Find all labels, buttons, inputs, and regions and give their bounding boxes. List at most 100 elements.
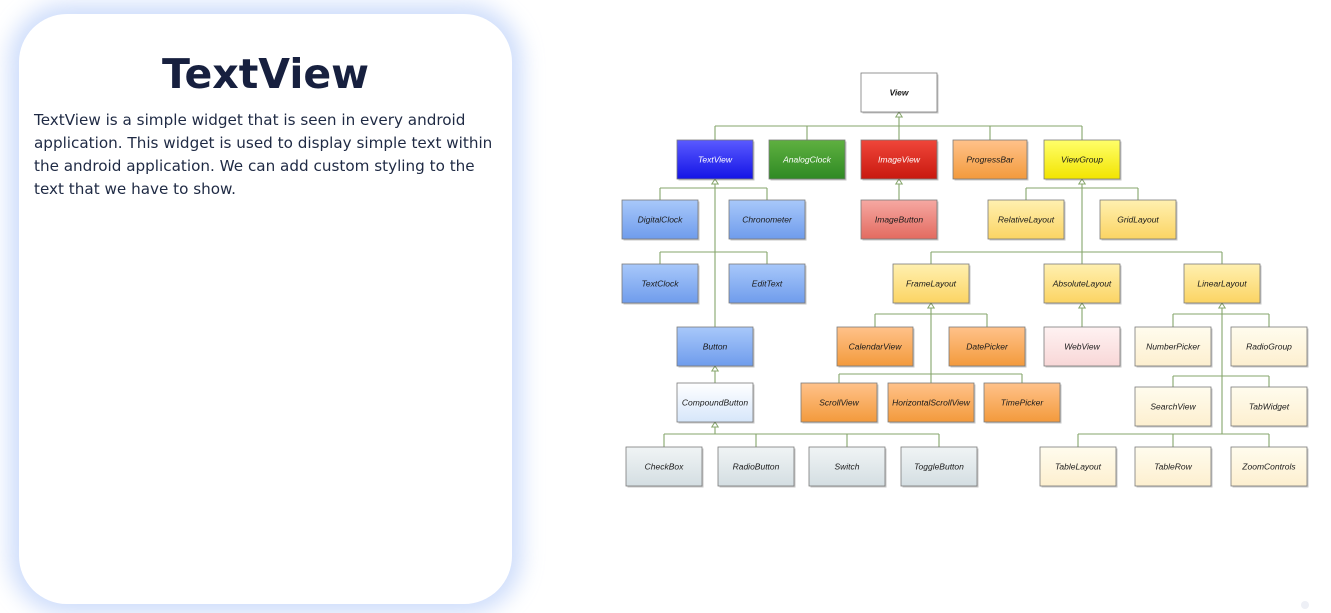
class-nodes: View TextView AnalogClock ImageView Progress… [621, 72, 1309, 488]
node-switch: Switch [808, 446, 887, 488]
node-label-webview: WebView [1064, 342, 1100, 352]
node-label-viewgroup: ViewGroup [1061, 155, 1103, 165]
node-radiogroup: RadioGroup [1230, 326, 1309, 368]
node-box [860, 72, 938, 113]
node-box [952, 139, 1028, 180]
node-label-view: View [889, 88, 909, 98]
node-label-digitalclock: DigitalClock [638, 215, 684, 225]
node-label-horizontalscrollview: HorizontalScrollView [892, 398, 971, 408]
node-box [1134, 386, 1212, 427]
node-box [1230, 446, 1308, 487]
node-tablerow: TableRow [1134, 446, 1213, 488]
node-tabwidget: TabWidget [1230, 386, 1309, 428]
node-label-progressbar: ProgressBar [966, 155, 1014, 165]
node-label-searchview: SearchView [1150, 402, 1196, 412]
node-scrollview: ScrollView [800, 382, 879, 424]
node-imageview: ImageView [860, 139, 939, 181]
node-box [836, 326, 914, 367]
node-box [808, 446, 886, 487]
node-box [1043, 139, 1121, 180]
node-checkbox: CheckBox [625, 446, 704, 488]
node-label-textclock: TextClock [641, 279, 679, 289]
node-textclock: TextClock [621, 263, 700, 305]
node-gridlayout: GridLayout [1099, 199, 1178, 241]
node-label-gridlayout: GridLayout [1117, 215, 1159, 225]
corner-dot [1301, 601, 1309, 609]
node-box [1099, 199, 1177, 240]
node-radiobutton: RadioButton [717, 446, 796, 488]
node-box [768, 139, 846, 180]
node-label-scrollview: ScrollView [819, 398, 859, 408]
arrowhead-framelayout [926, 302, 936, 309]
node-box [983, 382, 1061, 423]
node-imagebutton: ImageButton [860, 199, 939, 241]
node-box [1039, 446, 1117, 487]
node-box [1043, 263, 1121, 304]
node-label-textview: TextView [698, 155, 733, 165]
node-box [728, 263, 806, 304]
node-box [621, 263, 699, 304]
node-label-linearlayout: LinearLayout [1197, 279, 1247, 289]
node-numberpicker: NumberPicker [1134, 326, 1213, 368]
node-analogclock: AnalogClock [768, 139, 847, 181]
node-box [1183, 263, 1261, 304]
arrowhead-viewgroup [1077, 178, 1087, 185]
arrowhead-imageview [894, 178, 904, 185]
node-box [887, 382, 975, 423]
node-label-relativelayout: RelativeLayout [998, 215, 1055, 225]
node-framelayout: FrameLayout [892, 263, 971, 305]
node-label-edittext: EditText [752, 279, 783, 289]
node-datepicker: DatePicker [948, 326, 1027, 368]
node-tablelayout: TableLayout [1039, 446, 1118, 488]
node-label-radiobutton: RadioButton [733, 462, 780, 472]
node-label-datepicker: DatePicker [966, 342, 1009, 352]
arrowhead-linearlayout [1217, 302, 1227, 309]
node-view: View [860, 72, 939, 114]
node-box [900, 446, 978, 487]
node-label-imageview: ImageView [878, 155, 921, 165]
node-linearlayout: LinearLayout [1183, 263, 1262, 305]
node-relativelayout: RelativeLayout [987, 199, 1066, 241]
arrowhead-compoundbutton [710, 421, 720, 428]
node-label-analogclock: AnalogClock [782, 155, 831, 165]
node-label-tablelayout: TableLayout [1055, 462, 1102, 472]
node-label-switch: Switch [834, 462, 859, 472]
node-label-tablerow: TableRow [1154, 462, 1192, 472]
arrowhead-button [710, 365, 720, 372]
node-label-button: Button [703, 342, 728, 352]
node-box [987, 199, 1065, 240]
node-label-calendarview: CalendarView [849, 342, 903, 352]
node-box [948, 326, 1026, 367]
node-label-radiogroup: RadioGroup [1246, 342, 1292, 352]
node-box [728, 199, 806, 240]
node-label-togglebutton: ToggleButton [914, 462, 964, 472]
node-label-tabwidget: TabWidget [1249, 402, 1290, 412]
node-box [676, 139, 754, 180]
node-box [717, 446, 795, 487]
node-label-zoomcontrols: ZoomControls [1241, 462, 1296, 472]
node-webview: WebView [1043, 326, 1122, 368]
arrowhead-view [894, 111, 904, 118]
node-box [892, 263, 970, 304]
node-timepicker: TimePicker [983, 382, 1062, 424]
node-textview: TextView [676, 139, 755, 181]
node-digitalclock: DigitalClock [621, 199, 700, 241]
node-box [800, 382, 878, 423]
arrowhead-textview [710, 178, 720, 185]
card-description: TextView is a simple widget that is seen… [34, 111, 493, 198]
node-viewgroup: ViewGroup [1043, 139, 1122, 181]
node-box [1134, 446, 1212, 487]
node-box [621, 199, 699, 240]
node-edittext: EditText [728, 263, 807, 305]
node-box [676, 326, 754, 367]
node-box [1043, 326, 1121, 367]
node-label-timepicker: TimePicker [1001, 398, 1045, 408]
node-label-framelayout: FrameLayout [906, 279, 957, 289]
node-label-checkbox: CheckBox [645, 462, 684, 472]
node-searchview: SearchView [1134, 386, 1213, 428]
node-label-absolutelayout: AbsoluteLayout [1052, 279, 1112, 289]
card-title: TextView [161, 50, 370, 98]
node-box [1230, 386, 1308, 427]
view-hierarchy-diagram: View TextView AnalogClock ImageView Progress… [621, 72, 1309, 488]
node-label-imagebutton: ImageButton [875, 215, 923, 225]
